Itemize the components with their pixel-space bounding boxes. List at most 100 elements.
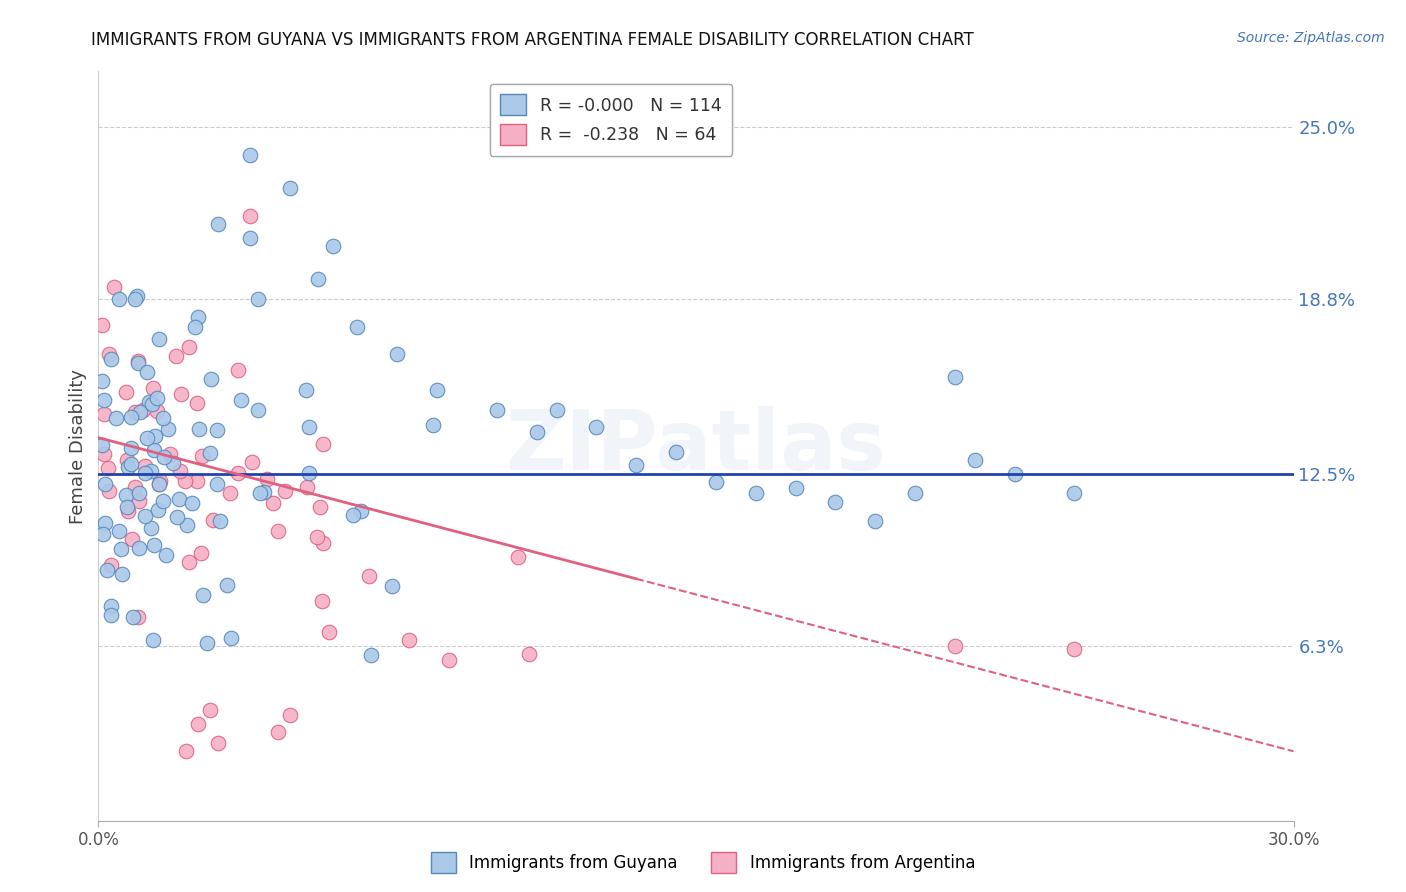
Point [485, 403, 508, 417]
Point [202, 513, 225, 527]
Point [124, 480, 146, 494]
Point [136, 431, 159, 445]
Point [143, 538, 166, 552]
Point [274, 484, 297, 499]
Point [97, 347, 120, 361]
Point [239, 209, 262, 223]
Point [135, 365, 157, 379]
Point [120, 441, 142, 455]
Point [141, 521, 163, 535]
Point [1063, 486, 1085, 500]
Point [267, 524, 290, 538]
Point [963, 453, 986, 467]
Point [103, 280, 125, 294]
Point [145, 391, 167, 405]
Point [169, 464, 191, 478]
Point [142, 632, 165, 647]
Point [91, 374, 114, 388]
Point [187, 310, 209, 324]
Point [278, 708, 301, 723]
Point [311, 593, 333, 607]
Point [174, 474, 197, 488]
Point [127, 609, 149, 624]
Point [218, 485, 240, 500]
Point [100, 599, 122, 613]
Point [278, 181, 301, 195]
Point [205, 423, 228, 437]
Point [359, 569, 381, 583]
Point [128, 493, 150, 508]
Point [309, 500, 332, 515]
Point [91, 527, 114, 541]
Point [179, 340, 201, 354]
Point [198, 446, 221, 460]
Point [165, 350, 187, 364]
Point [307, 530, 329, 544]
Point [138, 394, 160, 409]
Point [585, 419, 607, 434]
Point [190, 546, 212, 560]
Point [226, 363, 249, 377]
Point [307, 272, 329, 286]
Point [117, 504, 139, 518]
Point [146, 503, 169, 517]
Point [94, 516, 117, 530]
Point [167, 491, 190, 506]
Point [157, 422, 180, 436]
Point [149, 474, 172, 488]
Point [110, 542, 132, 557]
Point [142, 443, 165, 458]
Legend: R = -0.000   N = 114, R =  -0.238   N = 64: R = -0.000 N = 114, R = -0.238 N = 64 [489, 84, 733, 156]
Point [111, 567, 134, 582]
Point [1004, 467, 1026, 481]
Point [186, 396, 208, 410]
Point [94, 477, 117, 491]
Point [148, 477, 170, 491]
Point [381, 579, 404, 593]
Point [246, 292, 269, 306]
Point [152, 450, 174, 464]
Point [865, 514, 887, 528]
Point [215, 578, 238, 592]
Point [246, 403, 269, 417]
Point [207, 736, 229, 750]
Point [200, 371, 222, 385]
Point [195, 636, 218, 650]
Point [187, 716, 209, 731]
Point [128, 486, 150, 500]
Point [239, 147, 262, 161]
Point [904, 486, 927, 500]
Point [117, 459, 139, 474]
Point [93, 447, 115, 461]
Text: ZIPatlas: ZIPatlas [506, 406, 886, 486]
Point [96, 563, 118, 577]
Point [91, 438, 114, 452]
Point [262, 496, 284, 510]
Point [120, 410, 142, 425]
Point [385, 347, 409, 361]
Point [148, 333, 170, 347]
Point [229, 393, 252, 408]
Point [256, 472, 278, 486]
Point [177, 555, 200, 569]
Point [115, 385, 138, 400]
Point [295, 480, 318, 494]
Point [115, 453, 138, 467]
Point [226, 466, 249, 480]
Point [186, 474, 208, 488]
Point [426, 384, 449, 398]
Point [191, 449, 214, 463]
Point [322, 239, 344, 253]
Point [166, 510, 188, 524]
Point [152, 493, 174, 508]
Point [437, 653, 460, 667]
Point [1063, 641, 1085, 656]
Point [148, 477, 170, 491]
Point [198, 703, 221, 717]
Point [174, 744, 197, 758]
Point [124, 292, 146, 306]
Text: IMMIGRANTS FROM GUYANA VS IMMIGRANTS FROM ARGENTINA FEMALE DISABILITY CORRELATIO: IMMIGRANTS FROM GUYANA VS IMMIGRANTS FRO… [91, 31, 974, 49]
Point [127, 356, 149, 370]
Point [107, 292, 129, 306]
Point [943, 369, 966, 384]
